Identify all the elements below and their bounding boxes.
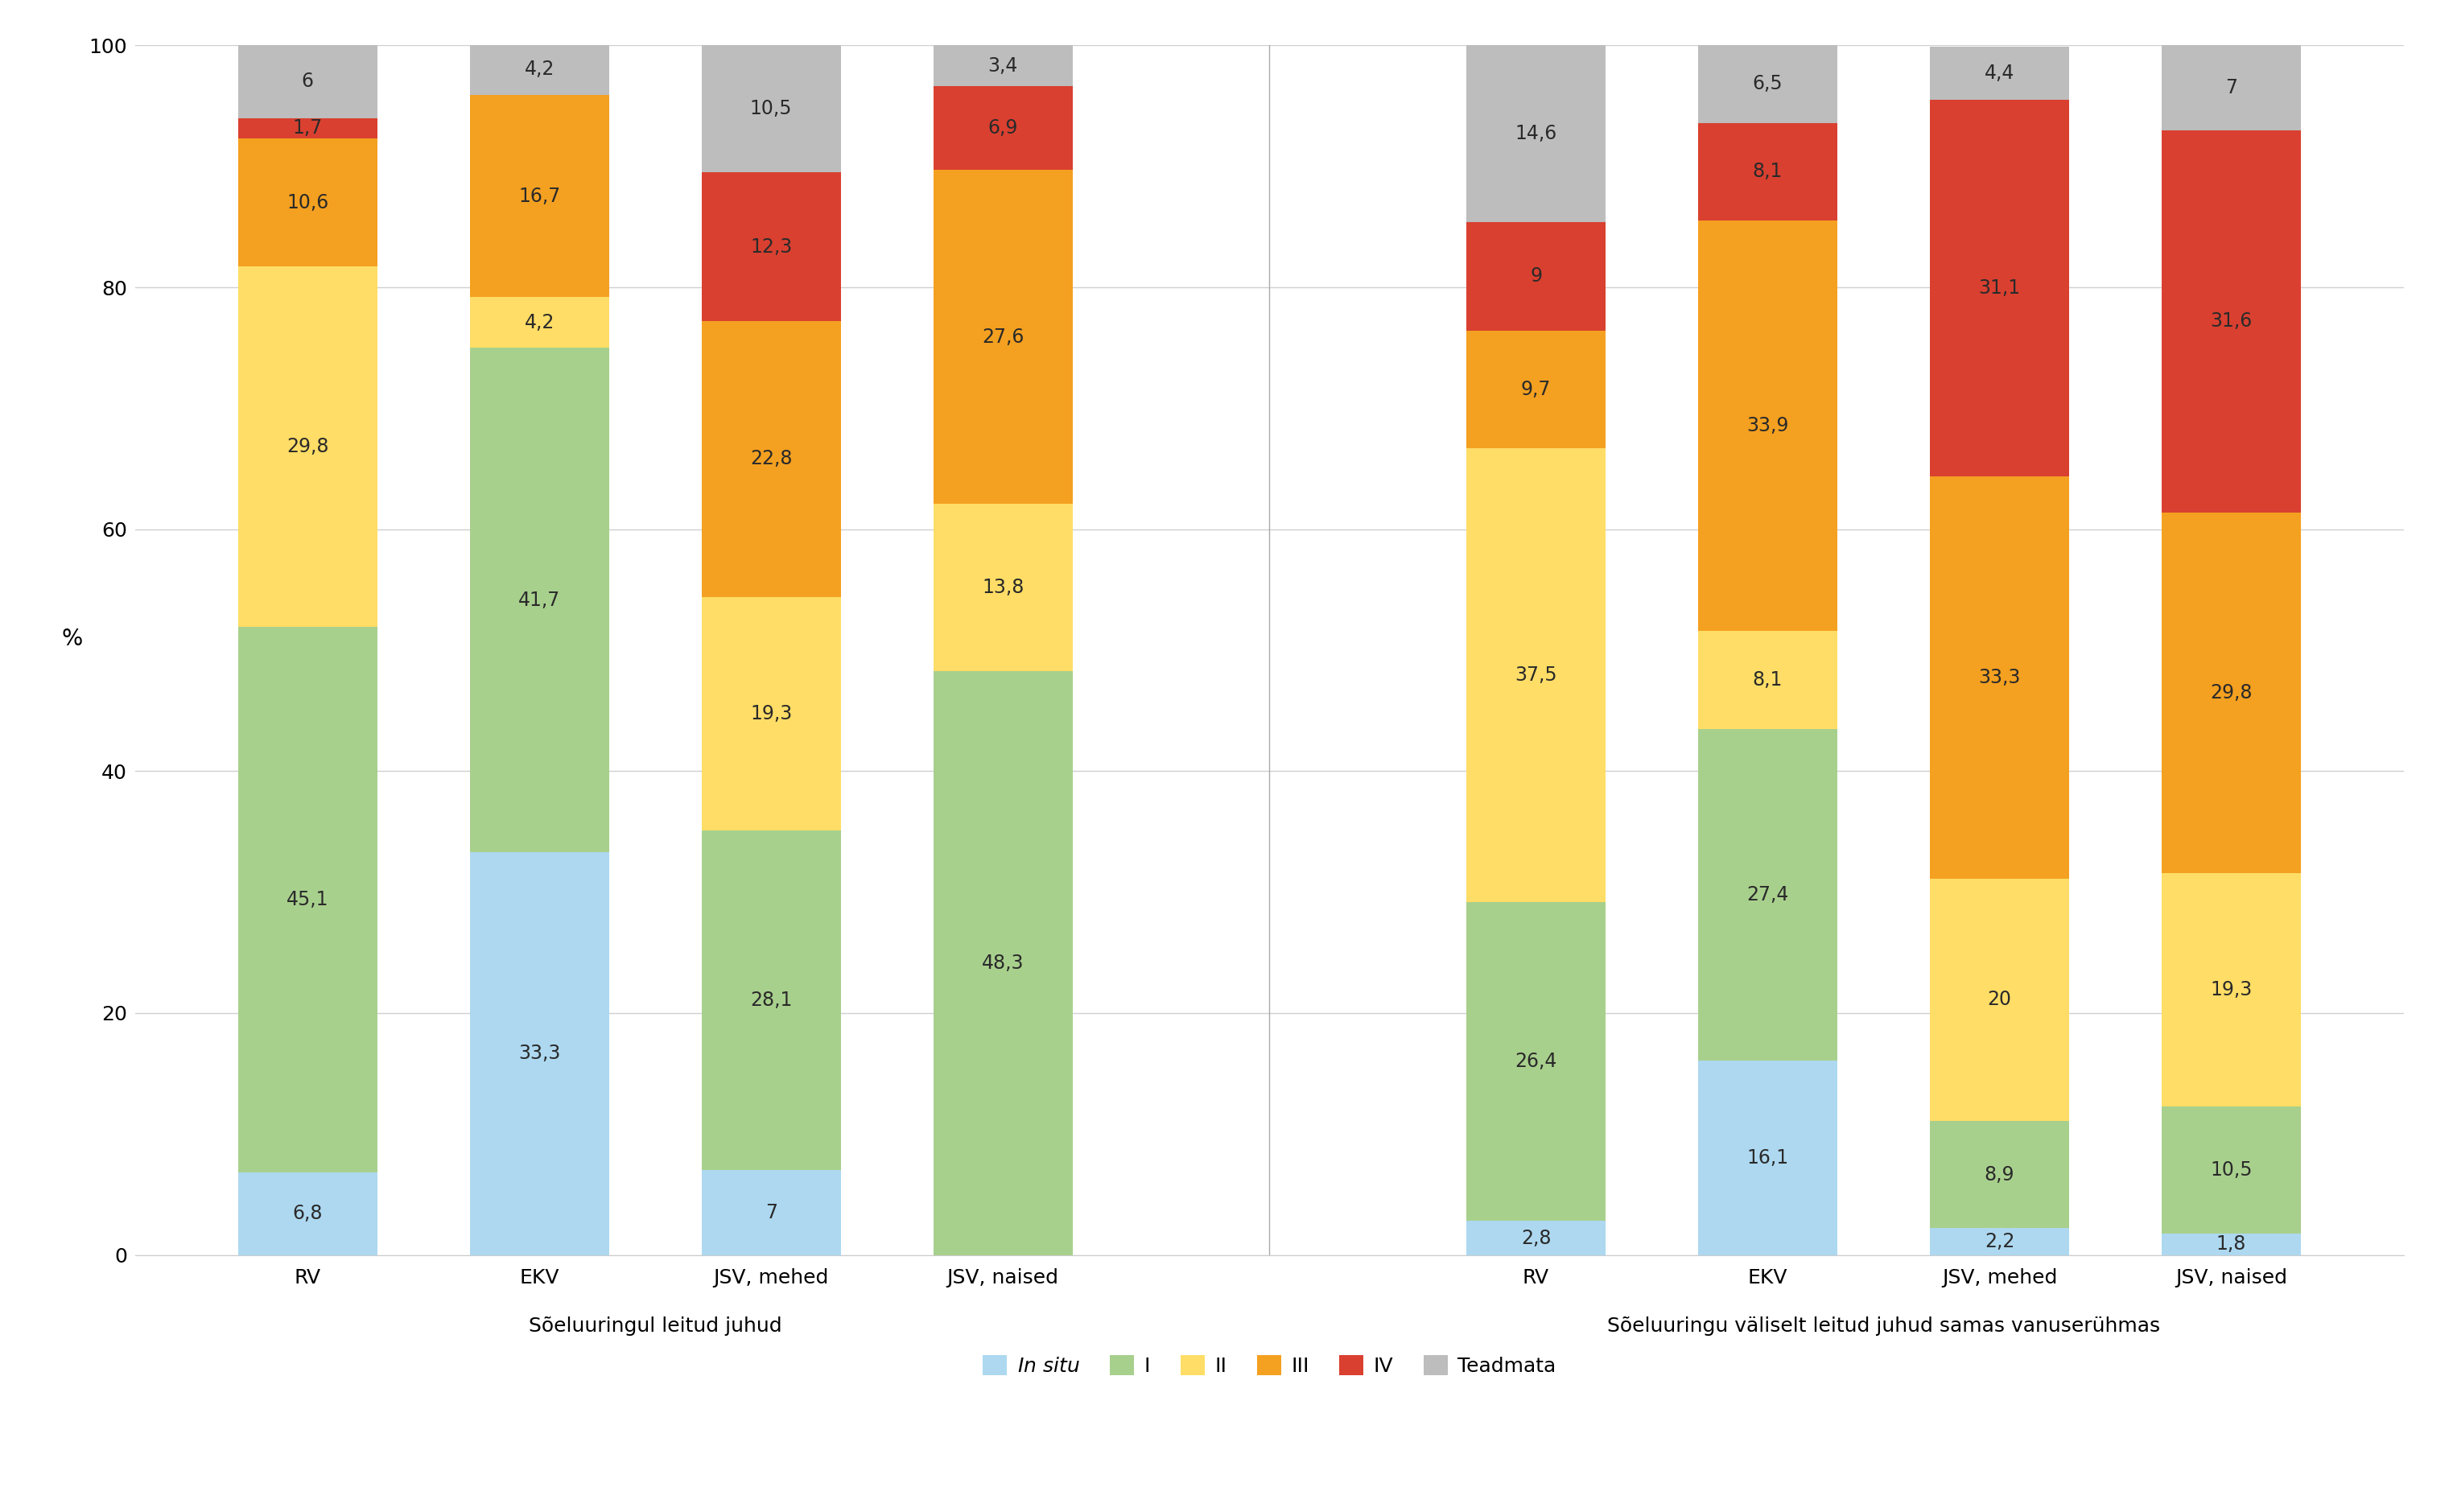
Bar <box>1931 476 2068 878</box>
Bar <box>932 671 1072 1255</box>
Bar <box>238 45 378 118</box>
Text: 4,2: 4,2 <box>525 313 554 333</box>
Bar <box>1697 729 1837 1060</box>
Text: 6,5: 6,5 <box>1751 74 1783 94</box>
Bar <box>1931 1120 2068 1228</box>
Text: 16,1: 16,1 <box>1747 1148 1788 1167</box>
Text: 2,2: 2,2 <box>1984 1232 2014 1252</box>
Bar <box>2161 513 2301 872</box>
Text: 29,8: 29,8 <box>2210 683 2252 702</box>
Bar <box>1697 631 1837 729</box>
Bar <box>932 169 1072 503</box>
Text: 1,7: 1,7 <box>292 118 324 138</box>
Text: 7: 7 <box>765 1204 778 1222</box>
Text: 48,3: 48,3 <box>981 953 1023 972</box>
Bar <box>702 321 841 597</box>
Bar <box>238 139 378 266</box>
Text: 31,6: 31,6 <box>2210 311 2252 331</box>
Bar <box>1467 45 1607 222</box>
Text: 7: 7 <box>2225 79 2237 97</box>
Bar <box>702 45 841 172</box>
Bar <box>238 627 378 1173</box>
Bar <box>2161 1234 2301 1255</box>
Text: 6: 6 <box>302 73 314 91</box>
Text: 26,4: 26,4 <box>1516 1052 1558 1070</box>
Text: 2,8: 2,8 <box>1521 1228 1550 1247</box>
Bar <box>1931 878 2068 1120</box>
Bar <box>2161 45 2301 130</box>
Text: 28,1: 28,1 <box>751 990 792 1010</box>
Bar <box>1931 47 2068 100</box>
Text: 12,3: 12,3 <box>751 237 792 257</box>
Bar <box>1697 44 1837 122</box>
Bar <box>471 853 608 1255</box>
Text: 27,6: 27,6 <box>981 327 1023 346</box>
Bar <box>702 597 841 830</box>
Bar <box>238 118 378 139</box>
Text: 6,9: 6,9 <box>989 118 1018 138</box>
Bar <box>471 44 608 95</box>
Text: 19,3: 19,3 <box>751 705 792 723</box>
Text: 31,1: 31,1 <box>1980 278 2021 298</box>
Text: 22,8: 22,8 <box>751 449 792 469</box>
Text: 19,3: 19,3 <box>2210 980 2252 999</box>
Bar <box>702 1170 841 1255</box>
Text: 4,2: 4,2 <box>525 60 554 79</box>
Y-axis label: %: % <box>61 627 83 650</box>
Bar <box>2161 1107 2301 1234</box>
Text: 1,8: 1,8 <box>2215 1234 2247 1253</box>
Bar <box>1931 100 2068 476</box>
Text: 9: 9 <box>1531 266 1543 286</box>
Bar <box>1467 448 1607 901</box>
Bar <box>238 1173 378 1255</box>
Bar <box>1697 122 1837 221</box>
Legend: $\it{In\ situ}$, I, II, III, IV, Teadmata: $\it{In\ situ}$, I, II, III, IV, Teadmat… <box>974 1347 1565 1383</box>
Text: 33,3: 33,3 <box>518 1043 559 1063</box>
Text: 27,4: 27,4 <box>1747 885 1788 904</box>
Text: 33,9: 33,9 <box>1747 416 1788 435</box>
Bar <box>932 45 1072 86</box>
Text: 10,5: 10,5 <box>751 100 792 118</box>
Text: 29,8: 29,8 <box>287 437 329 457</box>
Bar <box>2161 130 2301 513</box>
Bar <box>471 296 608 348</box>
Text: 41,7: 41,7 <box>518 590 559 609</box>
Text: 16,7: 16,7 <box>518 186 559 206</box>
Text: 13,8: 13,8 <box>981 578 1023 597</box>
Text: 3,4: 3,4 <box>989 56 1018 76</box>
Bar <box>1697 221 1837 631</box>
Bar <box>702 172 841 321</box>
Bar <box>702 830 841 1170</box>
Bar <box>932 503 1072 671</box>
Bar <box>1467 901 1607 1222</box>
Bar <box>2161 872 2301 1107</box>
Bar <box>1467 331 1607 448</box>
Text: 8,1: 8,1 <box>1754 670 1783 689</box>
Text: 20: 20 <box>1987 990 2011 1010</box>
Bar <box>471 95 608 296</box>
Text: 33,3: 33,3 <box>1980 668 2021 686</box>
Bar <box>1931 1228 2068 1255</box>
Text: 10,6: 10,6 <box>287 194 329 212</box>
Text: 8,9: 8,9 <box>1984 1164 2014 1184</box>
Text: Sõeluuringul leitud juhud: Sõeluuringul leitud juhud <box>530 1317 783 1335</box>
Bar <box>932 86 1072 169</box>
Text: 8,1: 8,1 <box>1754 162 1783 181</box>
Text: 45,1: 45,1 <box>287 891 329 910</box>
Text: 4,4: 4,4 <box>1984 64 2014 83</box>
Text: Sõeluuringu väliselt leitud juhud samas vanuserühmas: Sõeluuringu väliselt leitud juhud samas … <box>1607 1317 2161 1335</box>
Bar <box>1467 222 1607 331</box>
Text: 37,5: 37,5 <box>1516 665 1558 685</box>
Text: 6,8: 6,8 <box>292 1204 324 1223</box>
Text: 9,7: 9,7 <box>1521 380 1550 399</box>
Bar <box>238 266 378 627</box>
Bar <box>471 348 608 853</box>
Text: 14,6: 14,6 <box>1516 124 1558 144</box>
Bar <box>1697 1060 1837 1255</box>
Text: 10,5: 10,5 <box>2210 1160 2252 1179</box>
Bar <box>1467 1222 1607 1255</box>
